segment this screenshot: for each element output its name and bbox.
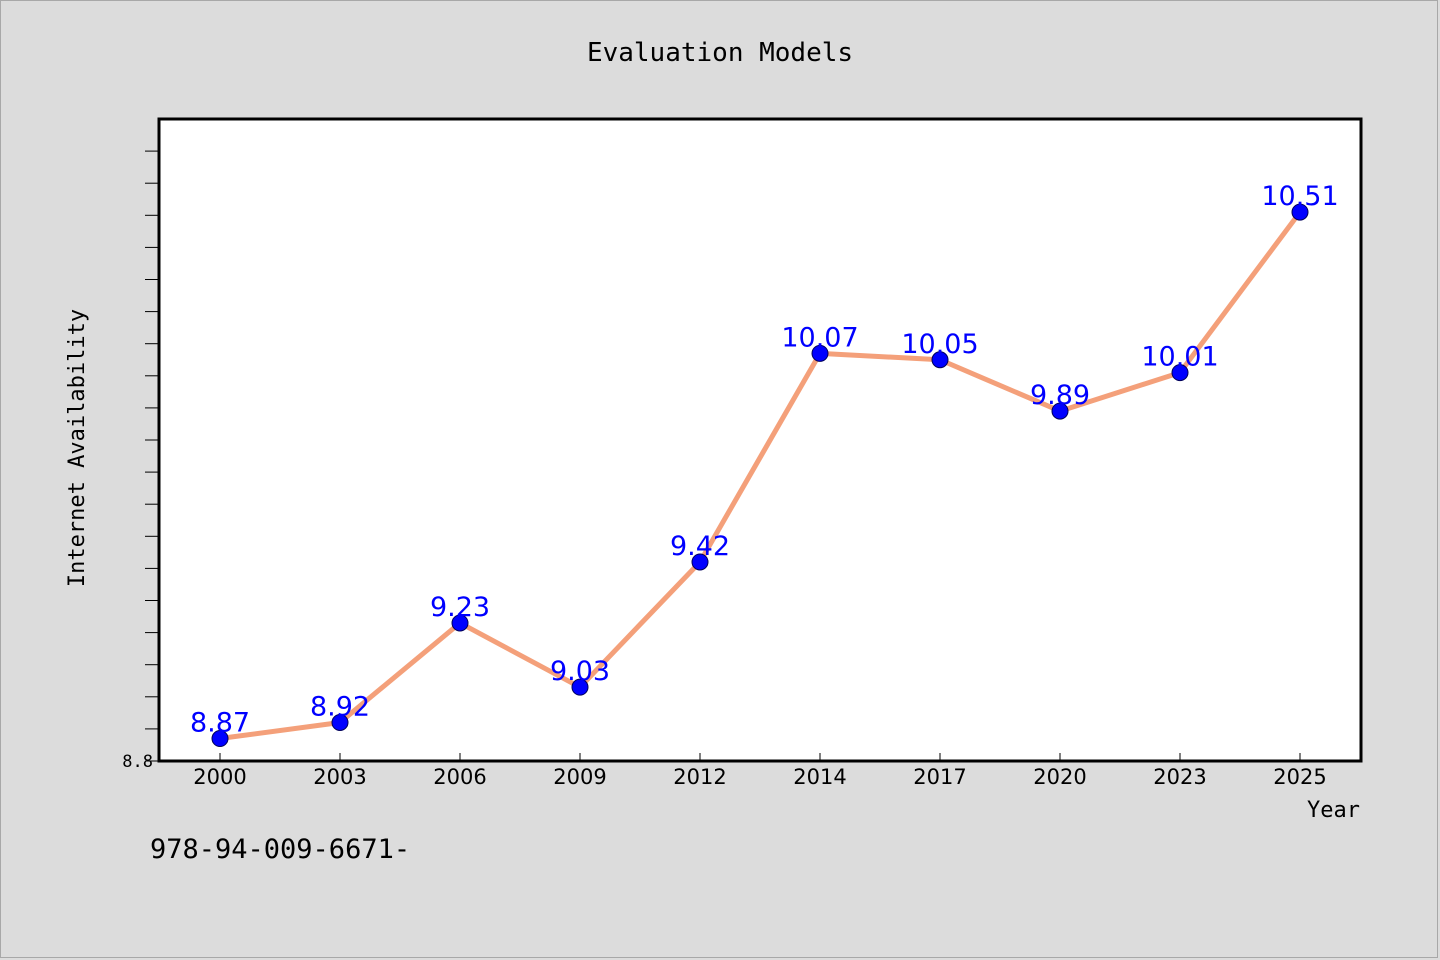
data-label: 9.03 (550, 656, 610, 687)
data-label: 9.23 (430, 592, 490, 623)
data-point-marker (571, 678, 589, 696)
data-point-marker (931, 351, 949, 369)
x-tick-label: 2009 (553, 765, 606, 789)
data-point-marker (1291, 203, 1309, 221)
data-point-marker (211, 730, 229, 748)
x-tick-label: 2006 (433, 765, 486, 789)
x-tick-label: 2025 (1273, 765, 1326, 789)
y-axis-ticks: 8.8 (122, 150, 159, 772)
x-tick-label: 2014 (793, 765, 846, 789)
data-point-marker (691, 553, 709, 571)
footer-isbn-text: 978-94-009-6671- (150, 834, 411, 865)
x-tick-label: 2023 (1153, 765, 1206, 789)
x-tick-label: 2017 (913, 765, 966, 789)
data-label: 8.92 (310, 691, 370, 722)
y-tick-label: 8.8 (122, 752, 153, 772)
data-label: 9.89 (1030, 380, 1090, 411)
data-point-marker (451, 614, 469, 632)
series-group: 8.87 8.92 9.23 9.03 9.42 10.07 10.05 9.89 10.01 1… (190, 181, 1339, 748)
data-label: 10.01 (1141, 342, 1218, 373)
x-tick-label: 2003 (313, 765, 366, 789)
series-line (217, 209, 1303, 742)
y-axis-label: Internet Availability (65, 309, 90, 587)
data-point-marker (811, 344, 829, 362)
plot-area (157, 117, 1363, 763)
data-label: 8.87 (190, 708, 250, 739)
data-label: 10.51 (1261, 181, 1338, 212)
x-axis-label: Year (1307, 798, 1360, 823)
data-label: 9.42 (670, 531, 730, 562)
data-label: 10.07 (781, 322, 858, 353)
x-tick-label: 2020 (1033, 765, 1086, 789)
chart-title: Evaluation Models (587, 38, 853, 68)
x-tick-label: 2000 (193, 765, 246, 789)
data-label: 10.05 (901, 329, 978, 360)
data-point-marker (331, 713, 349, 731)
data-point-marker (1171, 364, 1189, 382)
data-point-marker (1051, 402, 1069, 420)
x-tick-label: 2012 (673, 765, 726, 789)
x-axis-ticks: 2000 2003 2006 2009 2012 2014 2017 2020 2023 2025 (193, 753, 1327, 789)
